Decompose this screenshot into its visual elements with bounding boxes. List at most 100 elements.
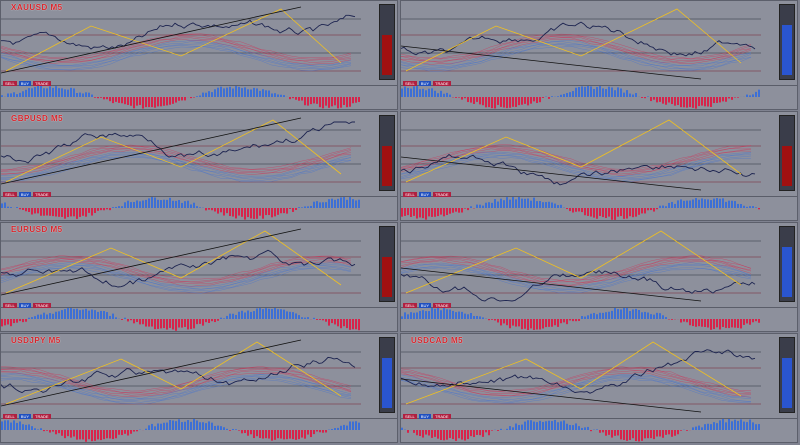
- histogram-bar: [623, 430, 625, 440]
- histogram-bar: [76, 208, 78, 219]
- histogram-bar: [31, 317, 33, 319]
- histogram-bar: [626, 90, 628, 97]
- histogram-bar: [355, 421, 357, 430]
- histogram-bar: [593, 208, 595, 218]
- histogram-bar: [587, 208, 589, 216]
- chart-panel[interactable]: USDCAD M5 SELL BUY TRADE: [400, 333, 798, 443]
- histogram-bar: [130, 97, 132, 106]
- chart-panel[interactable]: SELL BUY TRADE: [400, 111, 798, 221]
- indicator-legend: SELL BUY TRADE: [403, 192, 453, 197]
- chart-panel[interactable]: EURUSD M5 SELL BUY TRADE: [0, 222, 398, 332]
- ribbon-line: [1, 256, 352, 283]
- histogram-bar: [746, 422, 748, 430]
- histogram-bar: [316, 430, 318, 432]
- histogram-bar: [650, 208, 652, 211]
- chart-panel[interactable]: USDJPY M5 SELL BUY TRADE: [0, 333, 398, 443]
- price-line: [401, 349, 756, 394]
- histogram-bar: [343, 97, 345, 105]
- histogram-bar: [127, 200, 129, 208]
- histogram-bar: [298, 207, 300, 208]
- histogram-bar: [713, 97, 715, 104]
- histogram-bar: [560, 421, 562, 430]
- trend-line: [401, 378, 702, 413]
- ribbon-line: [401, 148, 752, 175]
- histogram-bar: [97, 430, 99, 440]
- histogram-bar: [620, 208, 622, 217]
- ribbon-line: [401, 259, 752, 286]
- histogram-bar: [575, 87, 577, 97]
- ribbon-line: [1, 379, 352, 405]
- chart-panel[interactable]: SELL BUY TRADE: [400, 0, 798, 110]
- histogram-bar: [337, 198, 339, 208]
- histogram-bar: [401, 88, 403, 97]
- histogram-bar: [121, 430, 123, 436]
- histogram-bar: [7, 206, 9, 208]
- histogram-bar: [34, 428, 36, 430]
- histogram-bar: [325, 319, 327, 322]
- histogram-bar: [22, 208, 24, 210]
- chart-panel[interactable]: XAUUSD M5 SELL BUY TRADE: [0, 0, 398, 110]
- histogram-bar: [115, 97, 117, 102]
- chart-panel[interactable]: SELL BUY TRADE: [400, 222, 798, 332]
- histogram-bar: [346, 319, 348, 329]
- histogram-bar: [710, 97, 712, 107]
- histogram-bar: [349, 421, 351, 430]
- price-line: [1, 249, 356, 288]
- histogram-bar: [677, 97, 679, 106]
- histogram-bar: [247, 310, 249, 319]
- histogram-bar: [4, 420, 6, 430]
- histogram-bar: [521, 198, 523, 208]
- histogram-bar: [482, 317, 484, 319]
- histogram-bar: [698, 425, 700, 430]
- ribbon-line: [401, 266, 752, 292]
- histogram-bar: [295, 208, 297, 210]
- histogram-bar: [614, 90, 616, 97]
- histogram-bar: [521, 424, 523, 430]
- histogram-bar: [199, 319, 201, 324]
- histogram-bar: [470, 97, 472, 103]
- histogram-bar: [524, 198, 526, 208]
- symbol-label: USDCAD M5: [411, 336, 464, 345]
- histogram-bar: [467, 97, 469, 103]
- histogram-bar: [121, 97, 123, 104]
- chart-panel[interactable]: GBPUSD M5 SELL BUY TRADE: [0, 111, 398, 221]
- zigzag-line: [405, 119, 742, 183]
- histogram-bar: [49, 430, 51, 433]
- histogram-bar: [710, 200, 712, 208]
- histogram-bar: [319, 202, 321, 208]
- histogram-bar: [142, 97, 144, 109]
- histogram-bar: [515, 97, 517, 107]
- histogram-bar: [103, 97, 105, 100]
- histogram-bar: [542, 97, 544, 98]
- histogram-bar: [566, 319, 568, 325]
- histogram-bar: [503, 319, 505, 324]
- histogram-bar: [244, 208, 246, 220]
- price-chart: [401, 341, 761, 442]
- price-line: [401, 21, 756, 57]
- histogram-bar: [557, 205, 559, 208]
- histogram-bar: [151, 423, 153, 430]
- histogram-bar: [187, 200, 189, 208]
- histogram-bar: [530, 200, 532, 208]
- signal-block: [382, 257, 392, 297]
- histogram-bar: [512, 196, 514, 208]
- histogram-bar: [340, 97, 342, 108]
- histogram-bar: [265, 90, 267, 97]
- histogram-bar: [241, 430, 243, 434]
- histogram-bar: [563, 319, 565, 323]
- histogram-bar: [322, 202, 324, 208]
- histogram-bar: [638, 430, 640, 442]
- histogram-bar: [446, 92, 448, 97]
- histogram-bar: [226, 87, 228, 97]
- histogram-bar: [82, 208, 84, 216]
- histogram-bar: [73, 88, 75, 97]
- histogram-bar: [79, 92, 81, 97]
- ribbon-line: [1, 258, 352, 283]
- histogram-bar: [587, 85, 589, 97]
- histogram-bar: [274, 208, 276, 217]
- histogram-bar: [64, 430, 66, 439]
- histogram-bar: [328, 319, 330, 326]
- histogram-bar: [458, 311, 460, 319]
- histogram-bar: [605, 430, 607, 436]
- histogram-bar: [22, 319, 24, 323]
